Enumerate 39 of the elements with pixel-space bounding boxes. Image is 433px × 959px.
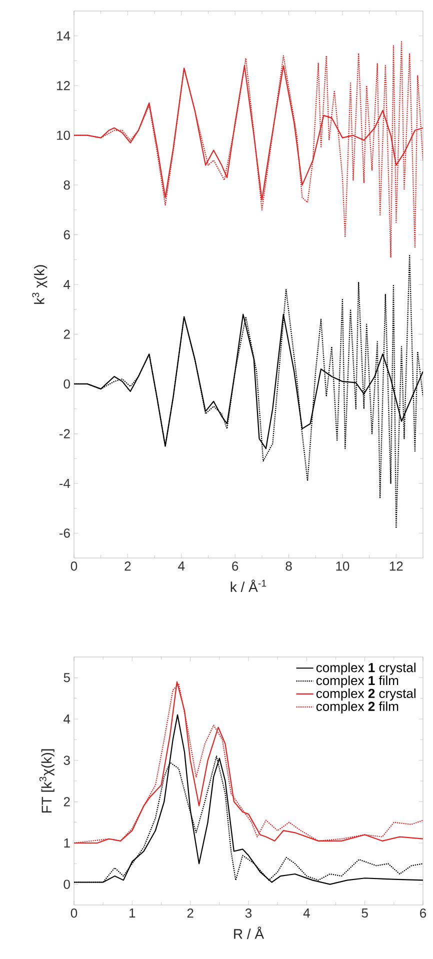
legend-label: complex 1 film — [316, 676, 398, 688]
y-tick-label: 4 — [64, 714, 70, 724]
x-tick-label: 1 — [130, 908, 136, 918]
x-tick-label: 12 — [390, 562, 403, 571]
y-tick-label: 12 — [56, 81, 70, 90]
y-tick-label: 2 — [64, 330, 70, 339]
x-tick-label: 6 — [232, 562, 238, 571]
x-tick-label: 4 — [178, 562, 185, 570]
y-tick-label: 10 — [56, 130, 70, 140]
x-tick-label: 6 — [420, 908, 426, 918]
x-tick-label: 0 — [70, 908, 78, 918]
y-tick-label: 4 — [64, 280, 70, 289]
y-axis-title: k$^{3}$ χ(k) — [32, 265, 48, 304]
legend-label: complex 2 crystal — [316, 688, 416, 701]
x-tick-label: 0 — [70, 562, 78, 571]
x-tick-label: 3 — [245, 908, 252, 918]
y-tick-label: 14 — [56, 31, 70, 40]
y-tick-label: 3 — [64, 756, 70, 765]
y-tick-label: 1 — [64, 838, 70, 848]
x-tick-label: 8 — [286, 562, 292, 571]
y-tick-label: -2 — [59, 429, 70, 438]
legend-label: complex 2 film — [316, 701, 398, 714]
x-tick-label: 10 — [336, 562, 350, 571]
legend-label: complex 1 crystal — [316, 662, 416, 675]
x-tick-label: 2 — [187, 908, 194, 918]
y-tick-label: 5 — [64, 673, 70, 682]
y-tick-label: 0 — [64, 379, 70, 389]
y-tick-label: 8 — [64, 180, 70, 190]
x-tick-label: 4 — [303, 908, 310, 918]
y-tick-label: 0 — [64, 880, 70, 889]
y-tick-label: 2 — [64, 797, 70, 806]
x-axis-title: R / Å — [234, 926, 264, 939]
x-tick-label: 5 — [362, 908, 368, 918]
y-tick-label: -6 — [59, 528, 70, 538]
y-tick-label: 6 — [64, 230, 70, 240]
y-axis-title: FT [k$^{3}$χ(k)] — [39, 749, 54, 813]
x-tick-label: 2 — [124, 562, 131, 571]
y-tick-label: -4 — [59, 478, 70, 488]
x-axis-title: k / Å$^{-1}$ — [230, 580, 266, 592]
